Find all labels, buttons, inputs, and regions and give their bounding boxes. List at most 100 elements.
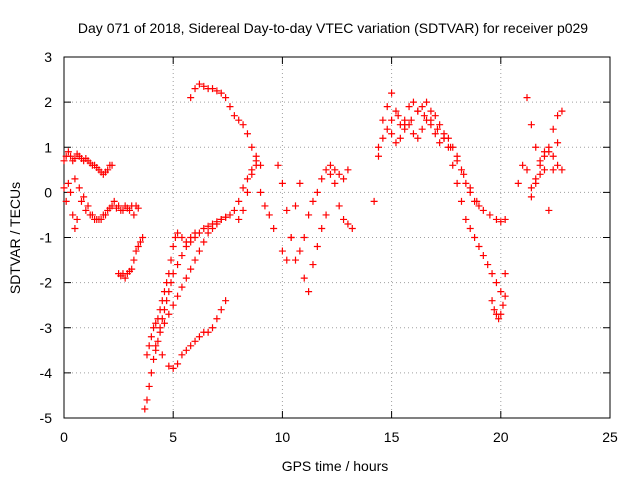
data-point-arc-f: [187, 234, 195, 241]
data-point-arc-m: [383, 103, 391, 111]
data-point-arc-e: [141, 405, 149, 413]
data-point-arc-n: [449, 161, 457, 169]
data-point-arc-m: [462, 179, 470, 187]
data-point-arc-f: [156, 306, 164, 314]
data-point-arc-n: [479, 252, 487, 260]
data-point-arc-n: [414, 134, 422, 142]
data-point-arc-n: [396, 134, 404, 142]
data-point-arc-n: [466, 224, 474, 232]
x-tick-label: 10: [275, 429, 291, 445]
y-axis-label: SDTVAR / TECUs: [7, 182, 23, 294]
data-point-arc-p: [495, 315, 503, 323]
data-point-arc-l: [305, 288, 313, 296]
data-point-arc-b: [82, 206, 90, 214]
y-tick-label: 2: [44, 94, 52, 110]
data-point-arc-g: [209, 324, 217, 332]
x-tick-label: 20: [493, 429, 509, 445]
data-point-arc-h: [152, 342, 160, 350]
data-point-arc-g: [182, 346, 190, 354]
data-point-arc-n: [484, 261, 492, 269]
data-point-arc-l: [287, 234, 295, 241]
data-point-arc-a: [108, 161, 116, 169]
data-point-arc-n: [492, 279, 500, 287]
data-point-arc-h: [243, 175, 251, 183]
data-point-arc-f: [167, 256, 175, 264]
data-point-arc-l: [300, 274, 308, 282]
data-point-arc-a: [67, 152, 75, 160]
data-point-arc-r: [532, 143, 540, 151]
data-point-arc-i: [195, 80, 203, 88]
data-point-arc-q: [549, 152, 557, 160]
data-point-arc-a: [64, 148, 72, 156]
data-point-arc-n: [392, 139, 400, 147]
data-point-arc-l: [283, 256, 291, 264]
data-point-arc-d: [132, 247, 140, 255]
data-point-arc-f: [145, 342, 153, 350]
data-point-arc-s: [540, 152, 548, 160]
data-point-arc-d: [128, 265, 136, 273]
data-point-arc-m: [388, 89, 396, 97]
data-point-arc-o: [479, 206, 487, 214]
x-axis-label: GPS time / hours: [282, 458, 389, 474]
data-point-arc-m: [427, 107, 435, 115]
data-point-arc-f: [169, 243, 177, 251]
data-point-arc-b: [130, 211, 138, 219]
data-point-arc-n: [388, 130, 396, 138]
data-point-arc-k: [296, 247, 304, 255]
data-point-arc-i: [243, 130, 251, 138]
data-point-arc-m: [370, 197, 378, 205]
data-point-arc-l: [344, 220, 352, 228]
data-point-arc-q: [527, 184, 535, 192]
data-point-arc-c: [80, 193, 88, 201]
data-point-arc-i: [235, 116, 243, 124]
data-point-arc-n: [418, 125, 426, 133]
y-tick-label: 0: [44, 184, 52, 200]
x-tick-label: 15: [384, 429, 400, 445]
data-point-arc-o: [497, 218, 505, 226]
data-point-arc-h: [182, 274, 190, 282]
data-point-arc-o: [433, 125, 441, 133]
data-point-arc-p: [490, 306, 498, 314]
y-tick-label: 3: [44, 49, 52, 65]
data-point-arc-h: [217, 215, 225, 223]
data-point-arc-g: [174, 360, 182, 368]
data-point-arc-e: [145, 382, 153, 390]
data-point-arc-c: [75, 184, 83, 192]
data-point-arc-j: [248, 170, 256, 178]
data-point-arc-n: [409, 130, 417, 138]
data-point-arc-m: [457, 166, 465, 174]
data-point-arc-r: [523, 94, 531, 102]
data-point-arc-m: [379, 116, 387, 124]
data-point-arc-k: [292, 256, 300, 264]
data-point-arc-f: [165, 270, 173, 278]
data-point-arc-r: [558, 107, 566, 115]
data-point-arc-h: [235, 197, 243, 205]
data-point-arc-k: [335, 170, 343, 178]
data-point-arc-b: [62, 197, 70, 205]
data-point-arc-h: [213, 220, 221, 228]
data-point-arc-c: [88, 211, 96, 219]
data-point-arc-h: [239, 184, 247, 192]
data-point-arc-d: [134, 243, 142, 251]
data-point-arc-c: [106, 204, 114, 212]
data-point-arc-d: [139, 234, 147, 241]
x-tick-label: 25: [602, 429, 618, 445]
data-point-arc-o: [486, 211, 494, 219]
data-point-arc-n: [379, 134, 387, 142]
data-point-arc-s: [545, 206, 553, 214]
data-point-arc-m: [409, 98, 417, 106]
data-point-arc-k: [326, 161, 334, 169]
data-point-arc-k: [283, 206, 291, 214]
data-point-arc-q: [519, 161, 527, 169]
data-point-arc-p: [497, 310, 505, 318]
data-point-arc-m: [418, 103, 426, 111]
data-point-arc-g: [217, 306, 225, 314]
y-tick-label: -4: [40, 365, 53, 381]
data-point-arc-c: [84, 202, 92, 210]
data-point-arc-h: [165, 310, 173, 318]
data-point-arc-p: [501, 292, 509, 300]
data-point-arc-n: [471, 234, 479, 241]
data-point-arc-q: [514, 179, 522, 187]
